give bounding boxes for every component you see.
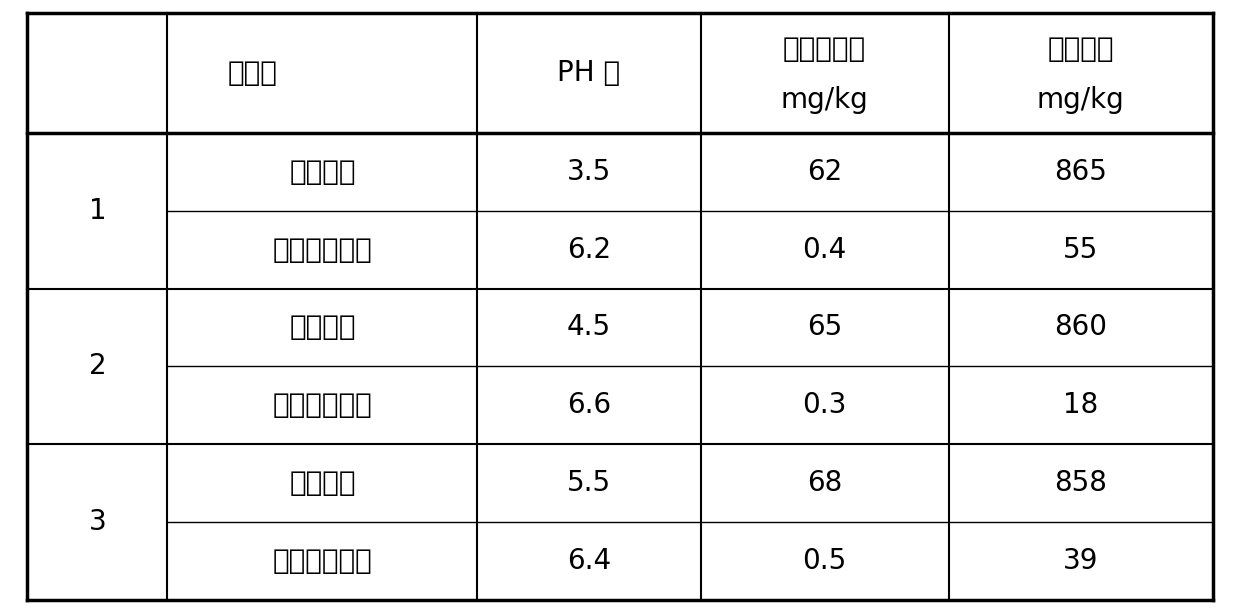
Text: 4.5: 4.5 [567, 313, 611, 341]
Text: 处理后的土壤: 处理后的土壤 [273, 391, 372, 419]
Text: 65: 65 [807, 313, 842, 341]
Text: 0.3: 0.3 [802, 391, 847, 419]
Text: 0.4: 0.4 [802, 235, 847, 264]
Text: 1: 1 [88, 197, 107, 225]
Text: 6.2: 6.2 [567, 235, 611, 264]
Text: PH 値: PH 値 [558, 59, 620, 87]
Text: 原始土壤: 原始土壤 [289, 158, 356, 186]
Text: 3: 3 [88, 508, 107, 536]
Text: 18: 18 [1063, 391, 1099, 419]
Text: 卤代烃含量: 卤代烃含量 [782, 36, 867, 63]
Text: 5.5: 5.5 [567, 469, 611, 497]
Text: 原始土壤: 原始土壤 [289, 469, 356, 497]
Text: 62: 62 [807, 158, 842, 186]
Text: 3.5: 3.5 [567, 158, 611, 186]
Text: 865: 865 [1054, 158, 1107, 186]
Text: 6.4: 6.4 [567, 547, 611, 574]
Text: 处理后的土壤: 处理后的土壤 [273, 235, 372, 264]
Text: 2: 2 [88, 352, 107, 380]
Text: mg/kg: mg/kg [1037, 86, 1125, 113]
Text: 858: 858 [1054, 469, 1107, 497]
Text: 0.5: 0.5 [802, 547, 847, 574]
Text: 860: 860 [1054, 313, 1107, 341]
Text: 68: 68 [807, 469, 842, 497]
Text: 实施例: 实施例 [227, 59, 278, 87]
Text: 55: 55 [1063, 235, 1099, 264]
Text: 39: 39 [1063, 547, 1099, 574]
Text: 原始土壤: 原始土壤 [289, 313, 356, 341]
Text: 处理后的土壤: 处理后的土壤 [273, 547, 372, 574]
Text: mg/kg: mg/kg [781, 86, 868, 113]
Text: 6.6: 6.6 [567, 391, 611, 419]
Text: 总钓含量: 总钓含量 [1048, 36, 1114, 63]
